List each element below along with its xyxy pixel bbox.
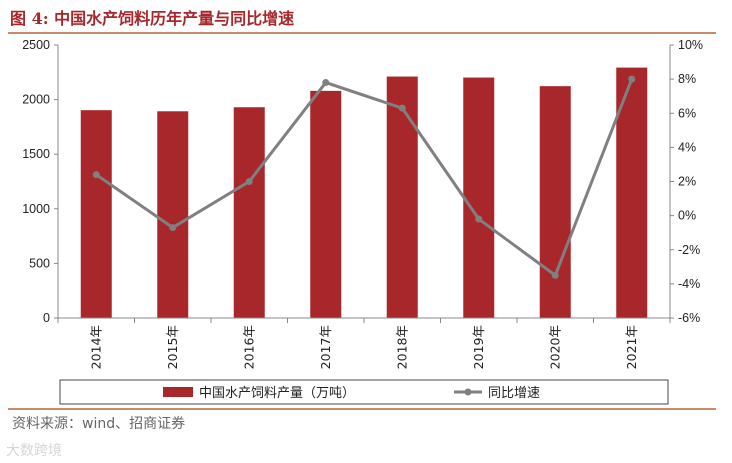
- x-tick-label: 2016年: [241, 325, 256, 369]
- x-tick-label: 2017年: [318, 325, 333, 369]
- growth-rate-point-2018年: [398, 104, 406, 112]
- x-tick-label: 2018年: [394, 325, 409, 369]
- x-tick-label: 2014年: [88, 325, 103, 369]
- source-divider: [8, 408, 716, 410]
- y-left-tick-label: 1500: [22, 147, 50, 161]
- y-left-tick-label: 1000: [22, 202, 50, 216]
- growth-rate-point-2014年: [92, 171, 100, 179]
- y-right-tick-label: -6%: [678, 311, 700, 325]
- growth-rate-line: [95, 78, 634, 278]
- bar-2019年: [463, 77, 495, 319]
- title-divider: [8, 32, 716, 34]
- bar-2015年: [157, 111, 189, 319]
- x-tick-label: 2020年: [547, 325, 562, 369]
- bar-2014年: [80, 110, 112, 318]
- y-left-tick-label: 500: [29, 256, 50, 270]
- growth-rate-point-2017年: [322, 79, 330, 87]
- legend-swatch-bar: [163, 387, 193, 397]
- y-right-tick-label: -4%: [678, 277, 700, 291]
- legend-swatch-marker: [464, 388, 472, 396]
- y-right-tick-label: -2%: [678, 243, 700, 257]
- source-note: 资料来源：wind、招商证券: [12, 416, 186, 432]
- y-right-tick-label: 10%: [678, 38, 703, 52]
- growth-rate-point-2015年: [169, 224, 177, 232]
- y-right-tick-label: 4%: [678, 140, 696, 154]
- y-left-tick-label: 2000: [22, 93, 50, 107]
- bar-2018年: [386, 76, 418, 318]
- legend-box: [59, 379, 669, 405]
- growth-rate-point-2016年: [245, 178, 253, 185]
- y-right-tick-label: 2%: [678, 175, 696, 189]
- x-tick-label: 2015年: [165, 325, 180, 369]
- legend-label-line: 同比增速: [488, 386, 540, 401]
- chart-title: 图 4: 中国水产饲料历年产量与同比增速: [10, 9, 295, 28]
- y-right-tick-label: 6%: [678, 106, 696, 120]
- y-left-tick-label: 0: [43, 311, 50, 325]
- y-right-tick-label: 8%: [678, 72, 696, 86]
- watermark: 大数跨境: [6, 443, 62, 459]
- bar-2016年: [233, 107, 265, 318]
- legend-label-bar: 中国水产饲料产量（万吨）: [199, 386, 355, 401]
- x-tick-label: 2019年: [471, 325, 486, 369]
- x-tick-label: 2021年: [624, 325, 639, 369]
- bar-2017年: [310, 90, 342, 318]
- growth-rate-point-2021年: [628, 75, 636, 83]
- y-left-tick-label: 2500: [22, 38, 50, 52]
- y-right-tick-label: 0%: [678, 209, 696, 223]
- growth-rate-point-2020年: [551, 271, 559, 279]
- growth-rate-point-2019年: [475, 215, 483, 223]
- bar-2020年: [539, 86, 571, 319]
